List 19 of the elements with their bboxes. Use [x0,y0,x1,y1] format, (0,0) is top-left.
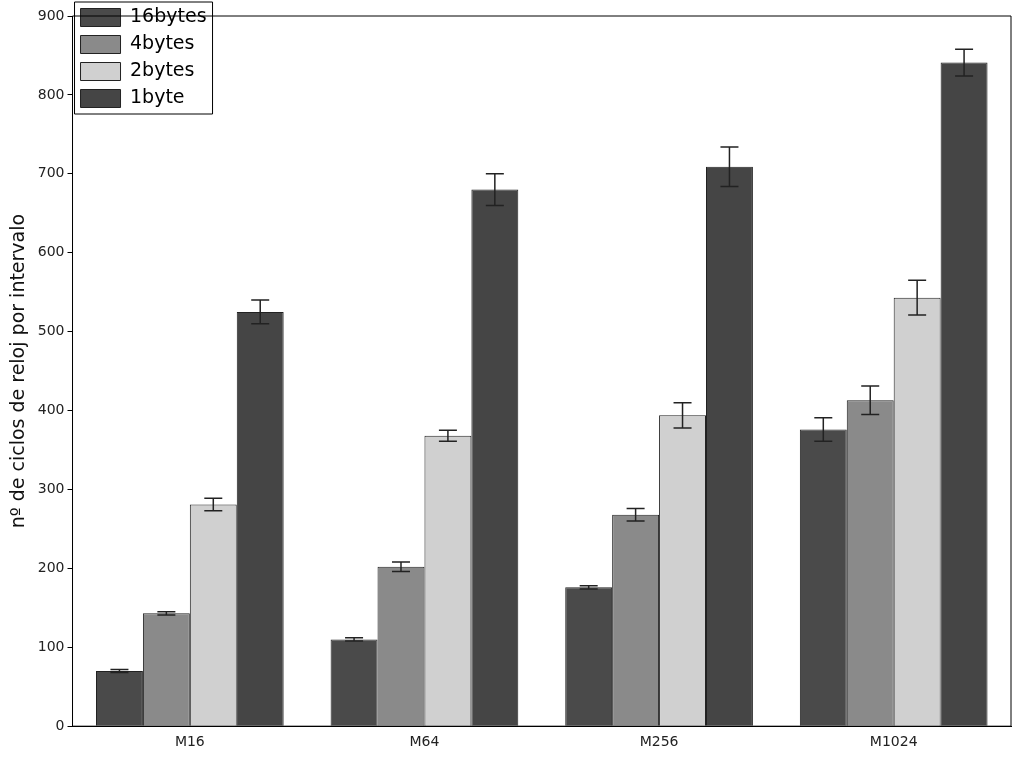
x-tick-label: M64 [409,733,440,750]
y-tick-label: 400 [37,401,65,418]
y-tick-label: 800 [37,85,65,102]
legend-label: 16bytes [130,4,207,27]
y-tick-label: 0 [55,716,65,733]
y-tick-label: 500 [37,322,65,339]
y-tick-label: 300 [37,480,65,497]
y-tick-label: 600 [37,243,65,260]
x-tick-label: M1024 [869,733,918,750]
y-tick-label: 200 [37,559,65,576]
y-axis-title: nº de ciclos de reloj por intervalo [6,213,29,529]
legend-label: 4bytes [130,31,195,54]
legend-label: 2bytes [130,58,195,81]
y-tick-label: 700 [37,164,65,181]
x-tick-label: M256 [639,733,679,750]
y-tick-label: 900 [37,6,65,23]
y-tick-label: 100 [37,637,65,654]
legend-label: 1byte [130,85,185,108]
x-tick-label: M16 [174,733,205,750]
